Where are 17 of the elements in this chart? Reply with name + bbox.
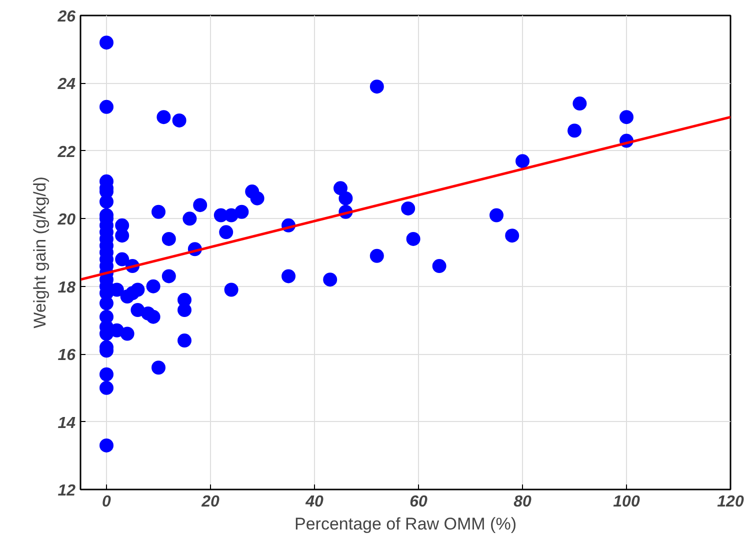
y-tick-label: 14 [58, 414, 76, 432]
x-tick-label: 40 [304, 494, 324, 510]
y-tick-label: 26 [56, 8, 76, 26]
y-tick-label: 20 [56, 212, 76, 229]
y-tick-label: 16 [58, 347, 76, 364]
y-tick-label: 22 [56, 144, 76, 161]
x-tick-label: 100 [613, 494, 640, 510]
y-tick-label: 12 [58, 482, 76, 500]
x-tick-label: 80 [514, 494, 532, 510]
x-tick-label: 120 [717, 494, 744, 510]
y-tick-label: 24 [56, 76, 76, 94]
x-tick-label: 20 [200, 494, 220, 510]
x-axis-title: Percentage of Raw OMM (%) [294, 514, 517, 534]
y-axis-title: Weight gain (g/kg/d) [30, 176, 50, 328]
x-tick-label: 60 [410, 494, 428, 510]
y-tick-label: 18 [58, 279, 76, 296]
x-tick-label: 0 [102, 494, 112, 510]
